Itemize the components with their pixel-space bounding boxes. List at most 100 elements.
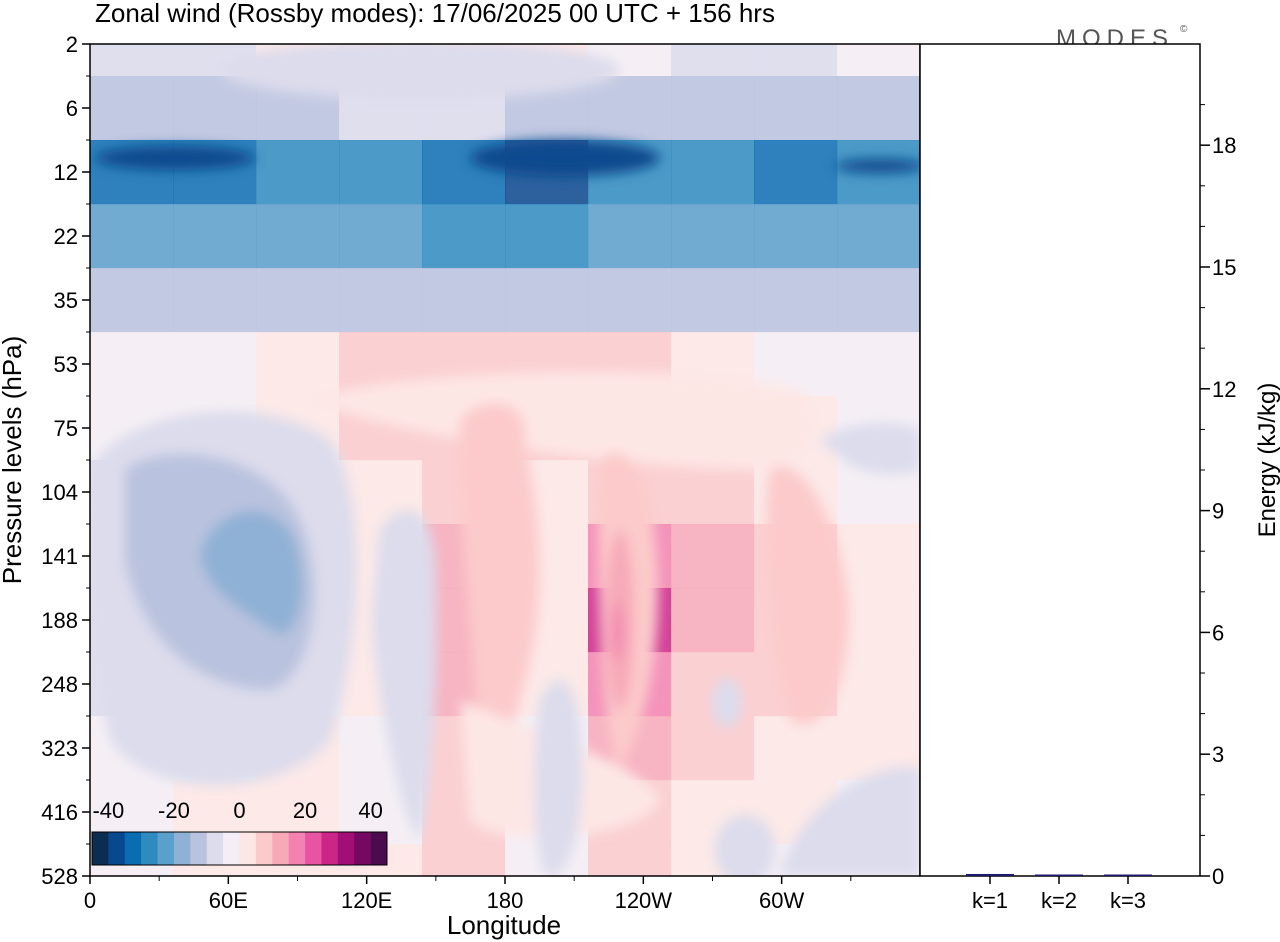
energy-tick-label: 9 <box>1212 499 1224 524</box>
colorbar-label: 20 <box>293 798 317 823</box>
band-cell <box>422 268 506 333</box>
band-cell <box>754 44 838 77</box>
energy-tick-label: 12 <box>1212 377 1236 402</box>
colorbar-cell <box>108 832 126 865</box>
band-cell <box>588 844 672 876</box>
negative-column-160w <box>534 680 583 876</box>
jet-core-west <box>95 146 255 170</box>
band-cell <box>671 268 755 333</box>
y-tick-label: 104 <box>41 480 78 505</box>
band-cell <box>671 716 755 781</box>
colorbar-label: 0 <box>233 798 245 823</box>
band-cell <box>588 76 672 141</box>
negative-spot-90w <box>712 678 742 728</box>
colorbar-cell <box>173 832 191 865</box>
colorbar-cell <box>206 832 224 865</box>
x-tick-label: 60W <box>759 888 804 913</box>
negative-column-150e <box>372 510 437 840</box>
band-cell <box>837 44 920 77</box>
energy-cat-label: k=3 <box>1110 888 1146 913</box>
colorbar-cell <box>124 832 142 865</box>
band-cell <box>837 332 920 397</box>
colorbar-label: -40 <box>92 798 124 823</box>
y-tick-label: 188 <box>41 608 78 633</box>
negative-region-east <box>820 423 920 475</box>
x-tick-label: 60E <box>209 888 248 913</box>
colorbar-cell <box>239 832 257 865</box>
colorbar-cell <box>157 832 175 865</box>
colorbar-cell <box>223 832 240 865</box>
colorbar: -40 -20 0 20 40 <box>91 798 388 866</box>
y-tick-label: 6 <box>66 96 78 121</box>
band-cell <box>671 76 755 141</box>
energy-bar <box>1035 874 1083 876</box>
energy-axis: 0 3 6 9 12 15 18 <box>1200 104 1236 889</box>
y-tick-label: 75 <box>54 416 78 441</box>
band-cell <box>339 204 423 269</box>
x-axis: 0 60E 120E 180 120W 60W <box>84 876 852 913</box>
positive-region <box>310 371 817 470</box>
upper-neutral-patch <box>220 44 620 100</box>
logo-mark: © <box>1180 24 1188 35</box>
band-cell <box>588 204 672 269</box>
energy-tick-label: 0 <box>1212 864 1224 889</box>
band-cell <box>671 204 755 269</box>
band-cell <box>90 76 174 141</box>
x-tick-label: 120E <box>341 888 392 913</box>
band-cell <box>754 268 838 333</box>
band-cell <box>754 76 838 141</box>
energy-tick-label: 15 <box>1212 255 1236 280</box>
band-cell <box>90 332 174 397</box>
band-cell <box>256 332 340 397</box>
y-tick-label: 141 <box>41 544 78 569</box>
y-tick-label: 22 <box>54 224 78 249</box>
energy-tick-label: 6 <box>1212 620 1224 645</box>
band-cell <box>671 524 755 589</box>
band-cell <box>422 844 506 876</box>
contour-shapes <box>90 44 920 876</box>
contour-plot: 2 6 12 22 35 53 75 104 141 188 248 323 416 528 0 60E 12… <box>0 32 921 940</box>
chart-title: Zonal wind (Rossby modes): 17/06/2025 00… <box>95 0 775 28</box>
band-cell <box>256 204 340 269</box>
band-cell <box>422 204 506 269</box>
y-tick-label: 416 <box>41 800 78 825</box>
colorbar-cell <box>190 832 208 865</box>
band-cell <box>505 268 589 333</box>
band-cell <box>339 140 423 205</box>
y-tick-label: 323 <box>41 736 78 761</box>
negative-lower-60w <box>715 815 775 876</box>
band-cell <box>837 76 920 141</box>
colorbar-cell <box>255 832 273 865</box>
energy-panel: 0 3 6 9 12 15 18 k=1 k=2 k=3 Energy (kJ/kg) <box>919 43 1280 913</box>
band-cell <box>671 140 755 205</box>
y-tick-label: 53 <box>54 352 78 377</box>
positive-peak-120w <box>612 602 622 662</box>
y-tick-label: 12 <box>54 160 78 185</box>
band-cell <box>173 76 257 141</box>
negative-core-west <box>200 510 303 635</box>
energy-cat-label: k=1 <box>972 888 1008 913</box>
colorbar-cell <box>354 832 371 865</box>
colorbar-label: -20 <box>158 798 190 823</box>
band-cell <box>754 716 838 781</box>
energy-frame <box>919 43 1201 877</box>
band-cell <box>90 268 174 333</box>
band-cell <box>339 268 423 333</box>
jet-core-center <box>470 140 660 176</box>
band-cell <box>90 204 174 269</box>
y-axis-title: Pressure levels (hPa) <box>0 336 27 585</box>
x-tick-label: 120W <box>615 888 673 913</box>
band-cell <box>837 652 920 717</box>
x-tick-label: 0 <box>84 888 96 913</box>
y-tick-label: 35 <box>54 288 78 313</box>
band-cell <box>671 460 755 525</box>
energy-bar <box>966 873 1014 876</box>
x-tick-label: 180 <box>487 888 524 913</box>
band-cell <box>505 204 589 269</box>
band-cell <box>837 204 920 269</box>
colorbar-cell <box>272 832 289 865</box>
colorbar-cell <box>288 832 306 865</box>
band-cell <box>837 524 920 589</box>
colorbar-label: 40 <box>358 798 382 823</box>
